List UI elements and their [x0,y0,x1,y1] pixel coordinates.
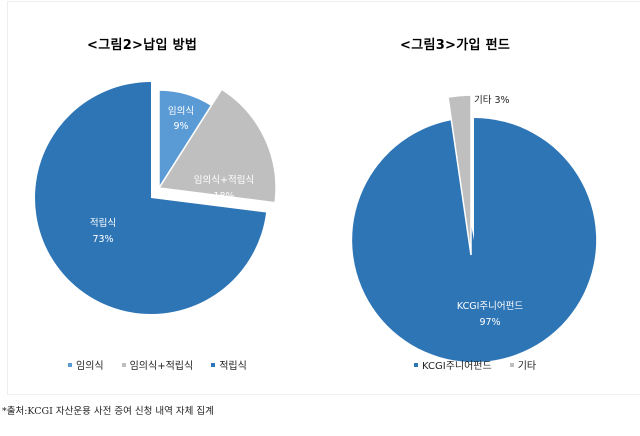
legend-item-jeoklipsik: 적립식 [211,357,247,372]
legend-item-gita: 기타 [509,357,537,372]
label-imuisik-name: 임의식 [168,105,194,117]
legend-swatch-icon [211,362,216,367]
legend-label: 기타 [517,361,537,372]
legend-swatch-icon [509,362,514,367]
slice-gita [447,94,472,256]
figure2-title: <그림2>납입 방법 [87,38,198,53]
figure2-legend: 임의식 임의식+적립식 적립식 [68,357,247,372]
label-imuisik-pct: 9% [173,121,188,132]
slice-jeoklipsik [35,82,267,314]
label-mixed-pct: 18% [213,191,234,202]
label-kcgi-pct: 97% [479,317,500,328]
source-note: *출처:KCGI 자산운용 사전 증여 신청 내역 자체 집계 [2,406,214,417]
legend-label: 임의식+적립식 [129,361,194,372]
label-mixed-name: 임의식+적립식 [194,174,254,186]
legend-item-imuisik: 임의식 [68,357,104,372]
pie-charts: 임의식 9% 임의식+적립식 18% 적립식 73% 기타 3% KCGI주니어… [35,82,597,362]
slice-kcgi-junior [352,117,597,362]
figure3-legend: KCGI주니어펀드 기타 [414,357,536,372]
label-jeoklipsik-pct: 73% [92,234,113,245]
label-gita-outside: 기타 3% [474,95,510,106]
legend-swatch-icon [68,362,72,367]
legend-label: KCGI주니어펀드 [422,361,492,372]
label-kcgi-name: KCGI주니어펀드 [457,301,523,312]
legend-item-mixed: 임의식+적립식 [121,357,194,372]
legend-label: 적립식 [219,361,247,372]
legend-swatch-icon [121,362,126,367]
figure3-title: <그림3>가입 펀드 [400,38,511,53]
label-jeoklipsik-name: 적립식 [90,217,116,229]
legend-swatch-icon [414,362,418,367]
legend-label: 임의식 [76,361,104,372]
slice-imuisik-jeoklipsik [157,88,277,204]
chart-frame [7,1,640,395]
legend-item-kcgi: KCGI주니어펀드 [414,357,492,372]
